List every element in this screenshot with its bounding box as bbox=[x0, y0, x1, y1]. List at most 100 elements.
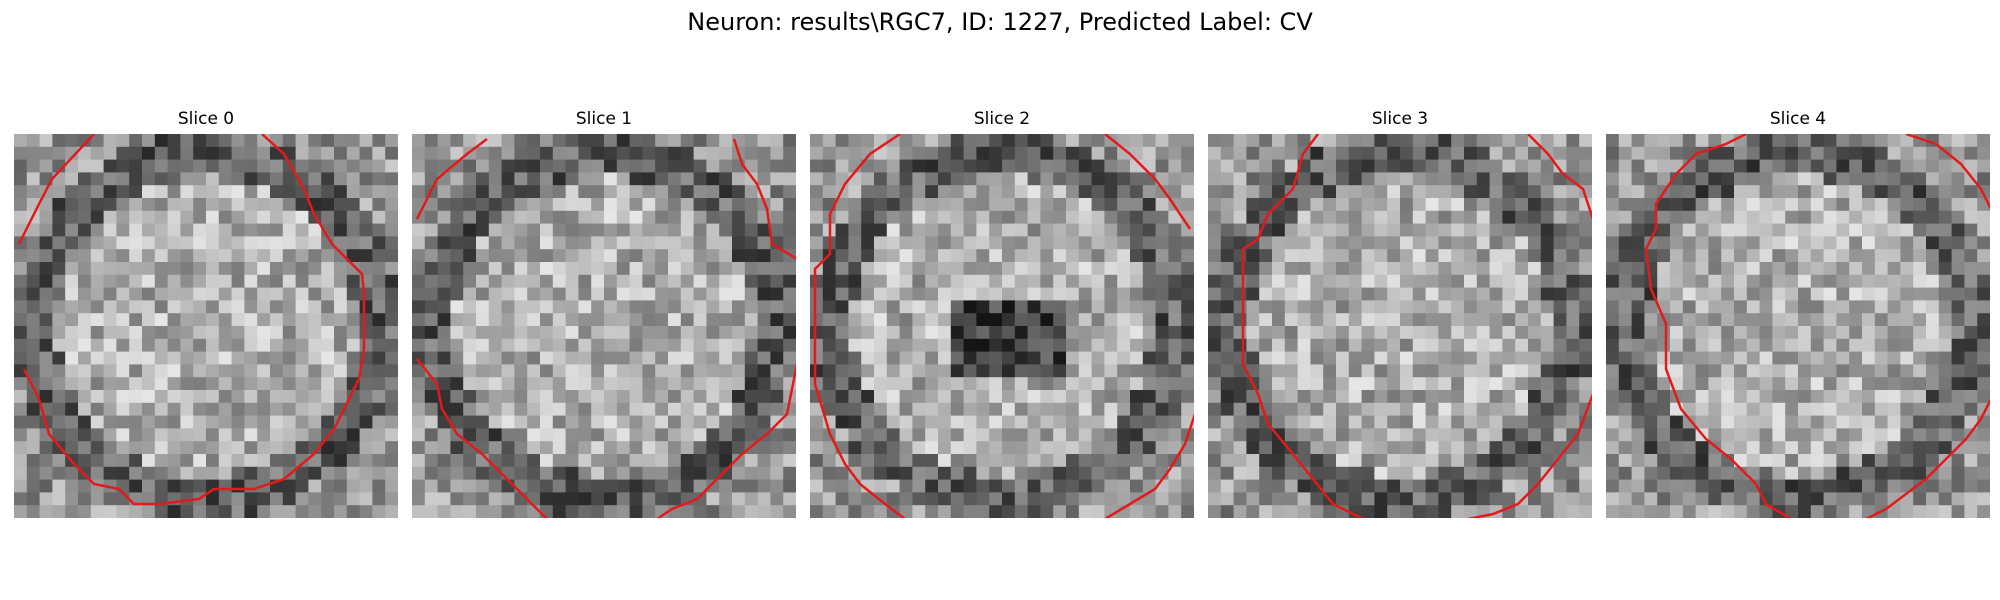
pixel-cell bbox=[1323, 210, 1337, 225]
pixel-cell bbox=[1220, 313, 1235, 327]
pixel-cell bbox=[1682, 415, 1697, 429]
pixel-cell bbox=[488, 479, 503, 493]
pixel-cell bbox=[26, 262, 41, 276]
pixel-cell bbox=[1451, 390, 1465, 404]
pixel-cell bbox=[1323, 454, 1337, 468]
pixel-cell bbox=[1606, 172, 1620, 186]
pixel-cell bbox=[1310, 326, 1324, 340]
pixel-cell bbox=[1155, 249, 1169, 263]
pixel-cell bbox=[334, 159, 348, 173]
pixel-cell bbox=[604, 287, 618, 301]
pixel-cell bbox=[540, 210, 554, 225]
pixel-cell bbox=[1002, 402, 1016, 417]
pixel-cell bbox=[822, 441, 837, 455]
pixel-cell bbox=[1091, 492, 1105, 506]
pixel-cell bbox=[1515, 159, 1529, 173]
pixel-cell bbox=[1964, 492, 1978, 506]
pixel-cell bbox=[1310, 223, 1324, 237]
pixel-cell bbox=[244, 134, 258, 148]
pixel-cell bbox=[1862, 185, 1876, 199]
pixel-cell bbox=[1220, 351, 1235, 365]
pixel-cell bbox=[1091, 223, 1105, 237]
pixel-cell bbox=[1913, 262, 1927, 276]
pixel-cell bbox=[1400, 300, 1414, 314]
pixel-cell bbox=[1606, 326, 1620, 340]
pixel-cell bbox=[1810, 441, 1825, 455]
pixel-cell bbox=[14, 351, 28, 365]
pixel-cell bbox=[1014, 287, 1029, 301]
pixel-cell bbox=[244, 505, 258, 518]
pixel-cell bbox=[744, 287, 759, 301]
pixel-cell bbox=[1168, 134, 1182, 148]
pixel-cell bbox=[1438, 479, 1452, 493]
pixel-cell bbox=[976, 223, 990, 237]
pixel-cell bbox=[552, 236, 567, 250]
pixel-cell bbox=[14, 313, 28, 327]
pixel-cell bbox=[912, 338, 926, 353]
pixel-cell bbox=[476, 262, 490, 276]
pixel-cell bbox=[1874, 466, 1889, 481]
pixel-cell bbox=[1272, 377, 1286, 391]
pixel-cell bbox=[321, 287, 335, 301]
pixel-cell bbox=[1027, 274, 1041, 289]
pixel-cell bbox=[142, 364, 156, 378]
pixel-cell bbox=[78, 223, 92, 237]
pixel-cell bbox=[1297, 274, 1311, 289]
pixel-cell bbox=[732, 313, 746, 327]
pixel-cell bbox=[1734, 223, 1748, 237]
pixel-cell bbox=[680, 300, 695, 314]
pixel-cell bbox=[629, 134, 643, 148]
pixel-cell bbox=[1091, 441, 1105, 455]
pixel-cell bbox=[1502, 402, 1516, 417]
pixel-cell bbox=[1297, 300, 1311, 314]
pixel-cell bbox=[1964, 274, 1978, 289]
pixel-cell bbox=[1887, 415, 1901, 429]
pixel-cell bbox=[1785, 262, 1799, 276]
pixel-cell bbox=[1798, 300, 1812, 314]
pixel-cell bbox=[1823, 198, 1837, 212]
pixel-cell bbox=[719, 274, 733, 289]
pixel-cell bbox=[1862, 492, 1876, 506]
pixel-cell bbox=[1785, 134, 1799, 148]
pixel-cell bbox=[154, 313, 169, 327]
pixel-cell bbox=[1759, 402, 1773, 417]
pixel-cell bbox=[1489, 236, 1503, 250]
pixel-cell bbox=[719, 198, 733, 212]
pixel-cell bbox=[372, 402, 386, 417]
pixel-cell bbox=[78, 172, 92, 186]
pixel-cell bbox=[385, 466, 398, 481]
pixel-cell bbox=[1708, 313, 1722, 327]
pixel-cell bbox=[1721, 364, 1735, 378]
pixel-cell bbox=[39, 505, 53, 518]
pixel-cell bbox=[1682, 402, 1697, 417]
pixel-cell bbox=[1297, 441, 1311, 455]
pixel-cell bbox=[1708, 428, 1722, 442]
pixel-cell bbox=[90, 454, 105, 468]
pixel-cell bbox=[912, 274, 926, 289]
pixel-cell bbox=[1618, 249, 1633, 263]
pixel-cell bbox=[1284, 287, 1299, 301]
pixel-cell bbox=[103, 441, 117, 455]
pixel-cell bbox=[1336, 262, 1350, 276]
pixel-cell bbox=[1926, 492, 1940, 506]
pixel-cell bbox=[1682, 441, 1697, 455]
pixel-cell bbox=[385, 274, 398, 289]
pixel-cell bbox=[899, 300, 913, 314]
pixel-cell bbox=[1400, 134, 1414, 148]
pixel-cell bbox=[1323, 134, 1337, 148]
pixel-cell bbox=[1117, 274, 1131, 289]
pixel-cell bbox=[757, 287, 771, 301]
pixel-cell bbox=[321, 492, 335, 506]
pixel-cell bbox=[1374, 505, 1388, 518]
pixel-cell bbox=[1708, 351, 1722, 365]
pixel-cell bbox=[501, 377, 515, 391]
pixel-cell bbox=[1310, 159, 1324, 173]
pixel-cell bbox=[116, 134, 130, 148]
pixel-cell bbox=[616, 134, 631, 148]
pixel-cell bbox=[719, 159, 733, 173]
pixel-cell bbox=[218, 313, 233, 327]
pixel-cell bbox=[861, 441, 875, 455]
pixel-cell bbox=[925, 505, 939, 518]
pixel-cell bbox=[1528, 300, 1542, 314]
pixel-cell bbox=[78, 492, 92, 506]
